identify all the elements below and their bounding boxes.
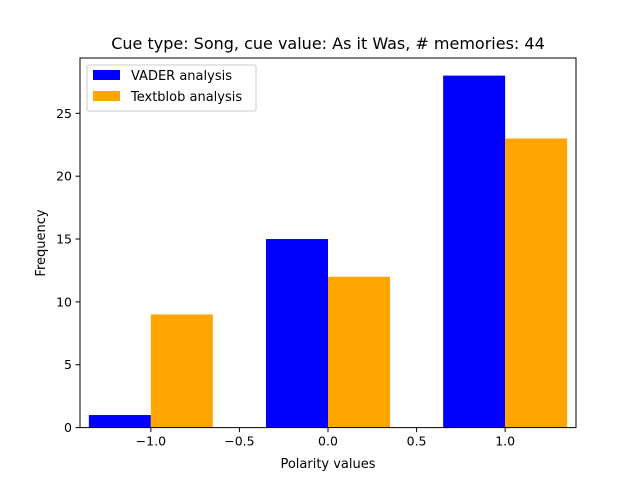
- legend-box: [86, 64, 257, 112]
- bar-textblob-2: [505, 138, 568, 428]
- bars-layer: [88, 75, 568, 428]
- y-tick-label: 15: [56, 232, 72, 247]
- x-tick-label: 0.0: [318, 434, 338, 449]
- y-tick-label: 10: [56, 294, 72, 309]
- bar-vader-0: [88, 415, 151, 428]
- y-tick-label: 0: [64, 420, 72, 435]
- x-axis-label: Polarity values: [280, 457, 375, 472]
- bar-vader-2: [443, 75, 506, 428]
- y-axis-label: Frequency: [34, 209, 49, 276]
- y-tick-label: 5: [64, 357, 72, 372]
- x-axis: −1.0 −0.5 0.0 0.5 1.0: [136, 427, 515, 449]
- legend-label-textblob: Textblob analysis: [130, 90, 242, 105]
- y-tick-label: 20: [56, 169, 72, 184]
- y-axis: 0 5 10 15 20 25: [56, 106, 80, 435]
- bar-textblob-1: [328, 276, 390, 428]
- y-tick-label: 25: [56, 106, 72, 121]
- x-tick-label: 1.0: [495, 434, 515, 449]
- x-tick-label: −0.5: [224, 434, 254, 449]
- bar-vader-1: [266, 239, 328, 428]
- legend-label-vader: VADER analysis: [131, 69, 232, 84]
- x-tick-label: 0.5: [407, 434, 427, 449]
- x-tick-label: −1.0: [136, 434, 166, 449]
- legend-swatch-vader: [93, 70, 120, 80]
- legend: VADER analysis Textblob analysis: [86, 64, 257, 112]
- chart-title: Cue type: Song, cue value: As it Was, # …: [111, 34, 545, 53]
- legend-swatch-textblob: [93, 91, 120, 101]
- bar-textblob-0: [150, 314, 213, 428]
